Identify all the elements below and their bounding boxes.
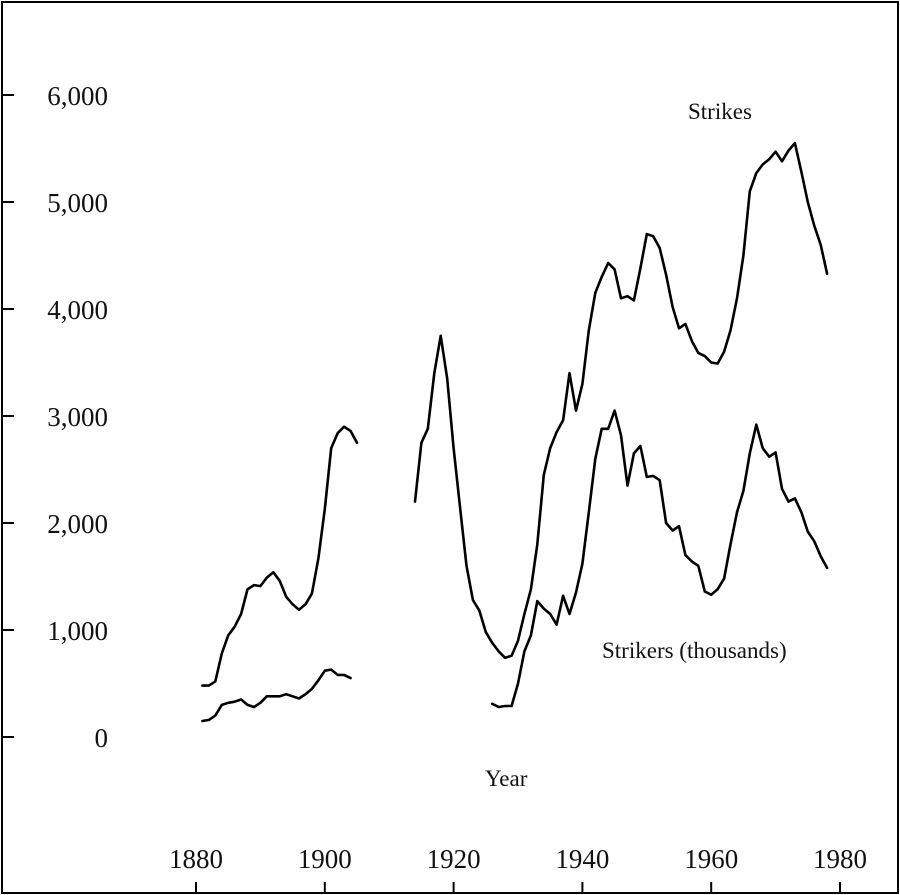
y-tick-label: 4,000 [47, 295, 108, 325]
x-axis-ticks: 1880 1900 1920 1940 1960 1980 [169, 844, 867, 893]
strikers-line-segment-2 [490, 409, 829, 709]
strikers-line-segment-1 [201, 668, 352, 723]
y-tick-label: 6,000 [47, 81, 108, 111]
x-tick-label: 1880 [169, 844, 223, 874]
x-tick-label: 1920 [427, 844, 481, 874]
strikes-line-segment-2 [413, 141, 829, 660]
strikes-line-segment-1 [201, 425, 359, 687]
y-tick-label: 2,000 [47, 509, 108, 539]
x-tick-label: 1940 [555, 844, 609, 874]
series-lines [201, 141, 829, 723]
x-tick-label: 1980 [813, 844, 867, 874]
y-tick-label: 1,000 [47, 616, 108, 646]
x-tick-label: 1960 [684, 844, 738, 874]
x-axis-label: Year [485, 766, 528, 791]
strikers-series-label: Strikers (thousands) [602, 638, 787, 663]
y-tick-label: 0 [95, 723, 109, 753]
y-axis-ticks: 0 1,000 2,000 3,000 4,000 5,000 6,000 [2, 81, 108, 753]
y-tick-label: 3,000 [47, 402, 108, 432]
strikes-series-label: Strikes [688, 99, 752, 124]
y-tick-label: 5,000 [47, 188, 108, 218]
x-tick-label: 1900 [298, 844, 352, 874]
